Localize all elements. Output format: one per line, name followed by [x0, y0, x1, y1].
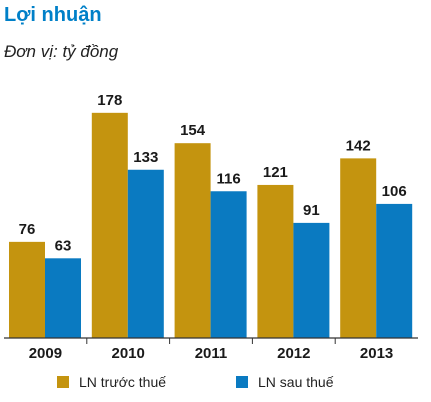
legend-item-after-tax: LN sau thuế [236, 374, 334, 390]
legend-swatch-before-tax [57, 376, 69, 388]
data-label-before-tax-2011: 154 [180, 122, 206, 139]
chart-subtitle: Đơn vị: tỷ đồng [4, 42, 119, 61]
x-tick-label-2013: 2013 [360, 345, 393, 362]
bar-before-tax-2009 [9, 241, 45, 338]
legend-swatch-after-tax [236, 376, 248, 388]
bar-after-tax-2012 [293, 222, 330, 338]
data-label-after-tax-2012: 91 [303, 202, 320, 219]
data-label-after-tax-2011: 116 [216, 170, 240, 187]
bar-after-tax-2009 [45, 258, 81, 338]
bar-after-tax-2010 [127, 169, 164, 338]
data-label-before-tax-2010: 178 [97, 92, 122, 109]
bar-before-tax-2012 [257, 184, 294, 338]
bar-after-tax-2013 [376, 203, 413, 338]
bar-before-tax-2010 [91, 112, 128, 338]
data-label-before-tax-2012: 121 [263, 164, 288, 181]
data-label-after-tax-2010: 133 [133, 149, 158, 166]
data-label-after-tax-2013: 106 [382, 183, 407, 200]
bar-after-tax-2011 [210, 191, 247, 338]
data-label-after-tax-2009: 63 [55, 237, 72, 254]
chart-title: Lợi nhuận [4, 4, 102, 26]
legend: LN trước thuế LN sau thuế [0, 374, 431, 398]
legend-label-before-tax: LN trước thuế [79, 374, 167, 390]
bar-before-tax-2011 [174, 143, 211, 338]
chart-marks: 76 63 2009 178 133 2010 154 116 2011 121 91 2012 142… [4, 92, 418, 362]
x-tick-label-2009: 2009 [29, 345, 62, 362]
x-tick-label-2012: 2012 [277, 345, 310, 362]
data-label-before-tax-2013: 142 [346, 137, 371, 154]
bar-before-tax-2013 [340, 158, 377, 338]
x-tick-label-2011: 2011 [195, 345, 228, 362]
legend-item-before-tax: LN trước thuế [57, 374, 166, 390]
legend-label-after-tax: LN sau thuế [258, 374, 334, 390]
x-tick-label-2010: 2010 [112, 345, 145, 362]
data-label-before-tax-2009: 76 [19, 221, 36, 238]
